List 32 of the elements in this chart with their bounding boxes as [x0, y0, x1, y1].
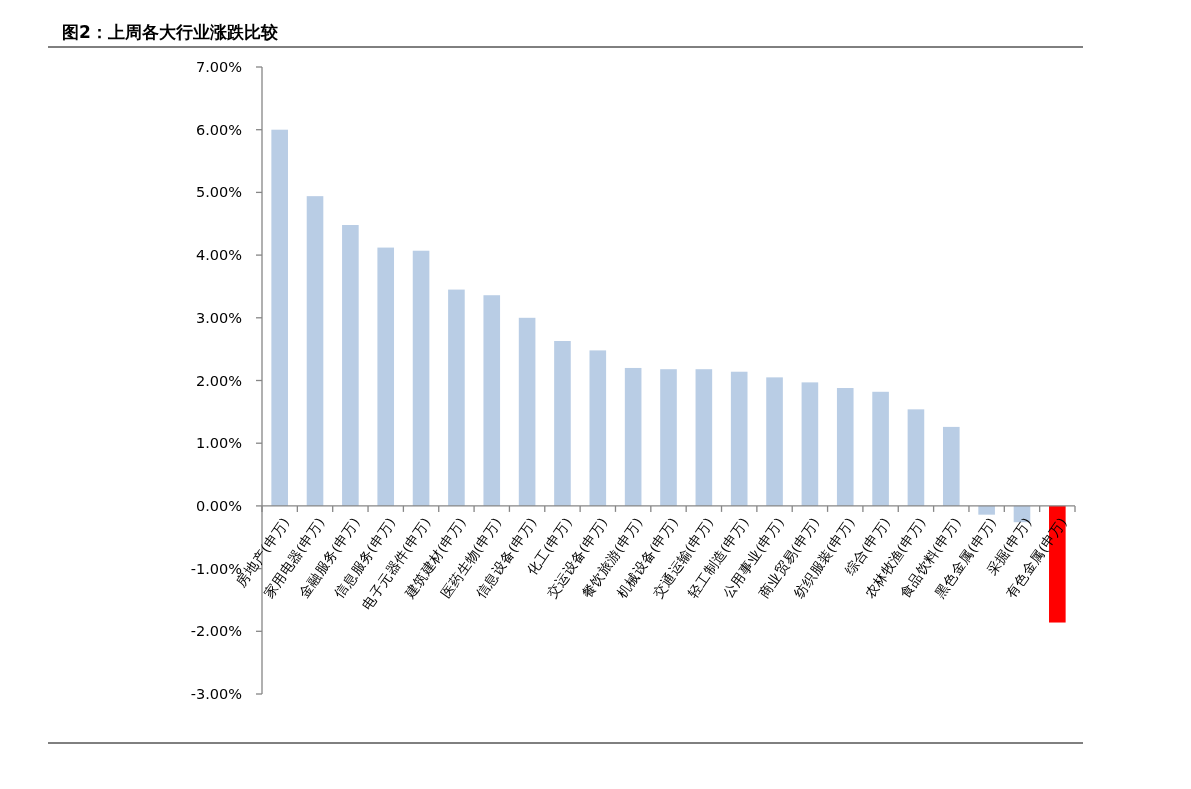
bar	[554, 341, 571, 506]
y-tick-label: 3.00%	[195, 309, 242, 326]
bar	[801, 382, 819, 506]
y-tick-label: 1.00%	[195, 435, 242, 452]
y-tick-label: 2.00%	[195, 372, 242, 389]
bar	[978, 505, 995, 515]
bar	[342, 225, 359, 506]
bar	[836, 388, 854, 506]
bar	[872, 391, 889, 506]
bar	[660, 369, 677, 506]
bar	[942, 426, 960, 506]
bar	[589, 350, 607, 506]
bar	[907, 409, 925, 506]
bar	[730, 371, 748, 506]
bar	[306, 196, 324, 506]
bar	[518, 317, 536, 506]
bar	[624, 367, 642, 506]
bar	[695, 369, 713, 506]
bar	[377, 247, 395, 506]
y-tick-label: 5.00%	[195, 184, 242, 201]
y-tick-label: -2.00%	[190, 623, 242, 640]
chart-title: 图2：上周各大行业涨跌比较	[62, 22, 279, 42]
y-tick-label: -3.00%	[190, 686, 242, 702]
y-tick-label: 0.00%	[195, 497, 242, 514]
bar	[271, 129, 288, 506]
bar	[448, 289, 465, 506]
y-tick-label: 7.00%	[195, 59, 242, 75]
bar	[412, 250, 430, 506]
y-tick-label: 6.00%	[195, 121, 242, 138]
bar	[766, 377, 783, 506]
y-tick-label: 4.00%	[195, 247, 242, 264]
bar	[483, 295, 501, 506]
